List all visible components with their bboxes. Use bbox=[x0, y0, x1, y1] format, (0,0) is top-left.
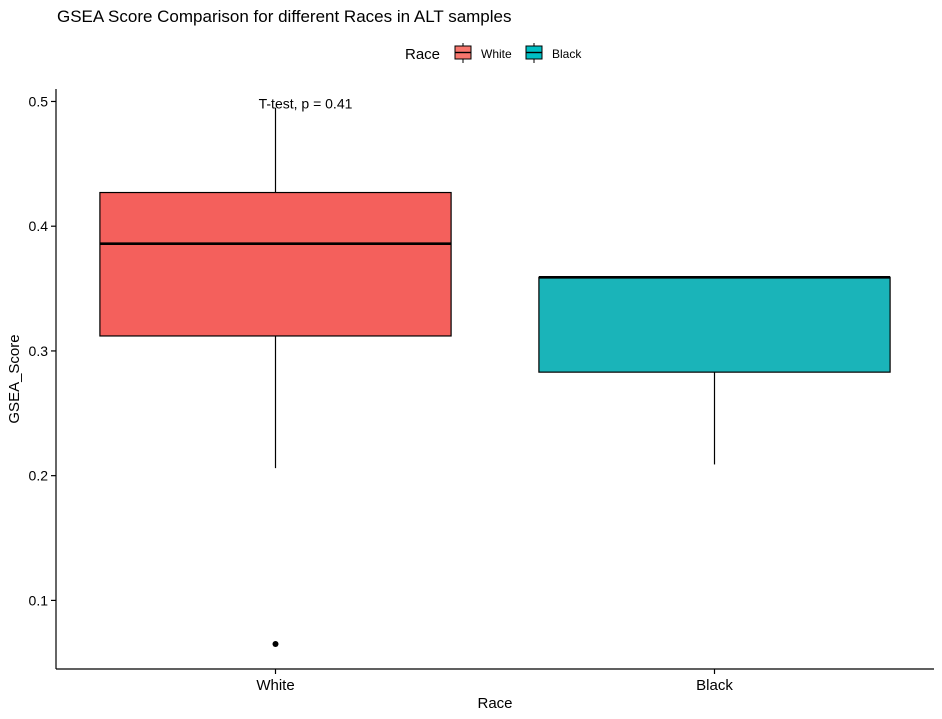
x-tick-label: Black bbox=[696, 677, 733, 694]
legend: Race White Black bbox=[405, 43, 582, 63]
legend-item-black: Black bbox=[525, 43, 582, 63]
legend-label: White bbox=[481, 47, 512, 61]
x-axis-ticks: White Black bbox=[256, 669, 733, 694]
chart-title: GSEA Score Comparison for different Race… bbox=[57, 7, 512, 26]
y-tick-label: 0.3 bbox=[29, 343, 49, 359]
box-white bbox=[99, 107, 452, 648]
box-body bbox=[538, 276, 891, 373]
box-black bbox=[538, 276, 891, 465]
plot-area: T-test, p = 0.41 bbox=[99, 96, 891, 648]
y-tick-label: 0.2 bbox=[29, 468, 49, 484]
legend-title: Race bbox=[405, 46, 440, 63]
y-axis-ticks: 0.1 0.2 0.3 0.4 0.5 bbox=[29, 93, 56, 608]
y-tick-label: 0.5 bbox=[29, 93, 49, 109]
box-body bbox=[99, 191, 452, 337]
p-value-annotation: T-test, p = 0.41 bbox=[259, 96, 353, 112]
legend-label: Black bbox=[552, 47, 582, 61]
outlier-point bbox=[272, 641, 279, 648]
y-tick-label: 0.4 bbox=[29, 218, 49, 234]
y-tick-label: 0.1 bbox=[29, 592, 49, 608]
x-axis-label: Race bbox=[477, 695, 512, 712]
x-tick-label: White bbox=[256, 677, 294, 694]
legend-item-white: White bbox=[454, 43, 512, 63]
y-axis-label: GSEA_Score bbox=[6, 334, 23, 423]
